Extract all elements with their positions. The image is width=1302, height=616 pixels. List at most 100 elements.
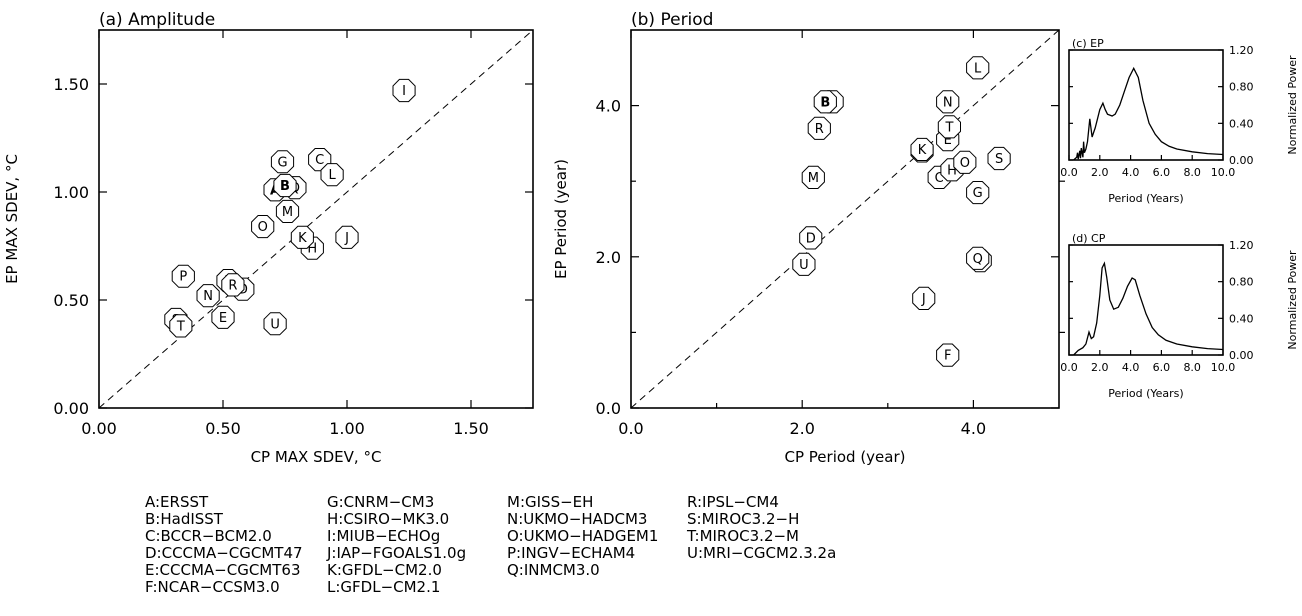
- legend-item: F:NCAR−CCSM3.0: [145, 578, 280, 596]
- panel-b-point-label: U: [799, 258, 809, 273]
- panel-c-ytick-label: 0.40: [1229, 117, 1254, 130]
- panel-c-xtick-label: 0.0: [1060, 166, 1078, 179]
- panel-a-point-label: O: [258, 220, 268, 235]
- panel-b-point-marker: [813, 90, 837, 114]
- panel-b-point-marker: [807, 116, 831, 140]
- legend-item: A:ERSST: [145, 493, 209, 511]
- panel-b-point-marker: [987, 146, 1011, 171]
- panel-b-point-marker: [799, 226, 823, 250]
- panel-b-point-t: T: [937, 115, 961, 139]
- panel-d-ylabel: Normalized Power: [1286, 250, 1299, 350]
- panel-a-point-marker: [270, 150, 295, 174]
- panel-c-title: (c) EP: [1072, 37, 1104, 50]
- panel-a-point-marker: [392, 78, 416, 103]
- panel-c-xtick-label: 2.0: [1091, 166, 1109, 179]
- panel-b-point-label: Q: [973, 252, 983, 267]
- panel-b-xtick-label: 0.0: [618, 419, 643, 438]
- legend-item: L:GFDL−CM2.1: [327, 578, 441, 596]
- panel-d-frame: [1068, 244, 1224, 356]
- panel-a-point-marker: [211, 305, 235, 329]
- panel-b-point-label: R: [815, 122, 824, 137]
- legend-item: I:MIUB−ECHOg: [327, 527, 441, 545]
- panel-d-cp-spectrum: (d) CP 0.0 2.0 4.0 6.0 8.0 10.00.00 0.40 0.80 1.…: [1060, 232, 1299, 400]
- legend-column-2: G:CNRM−CM3 H:CSIRO−MK3.0 I:MIUB−ECHOg J:…: [327, 494, 466, 596]
- legend-item: D:CCCMA−CGCMT47: [145, 544, 303, 562]
- panel-b-point-label: E: [944, 133, 952, 148]
- panel-a-point-marker: [196, 284, 220, 308]
- panel-b-frame: [630, 29, 1060, 409]
- panel-a-point-label: I: [402, 84, 406, 99]
- panel-a-point-n: N: [196, 284, 220, 308]
- panel-b-point-o: O: [953, 150, 977, 174]
- panel-a-point-r: R: [221, 273, 245, 297]
- panel-b-point-label: K: [918, 143, 927, 158]
- panel-a-point-marker: [251, 215, 275, 239]
- legend-item: O:UKMO−HADGEM1: [507, 527, 659, 545]
- panel-a-ytick-label: 0.00: [53, 399, 89, 418]
- legend-item: B:HadISST: [145, 510, 223, 528]
- legend-item: Q:INMCM3.0: [507, 561, 600, 579]
- panel-b-point-r: R: [807, 116, 831, 140]
- legend-item: P:INGV−ECHAM4: [507, 544, 636, 562]
- panel-b-point-f: F: [936, 343, 960, 367]
- panel-b-ytick-label: 4.0: [596, 97, 621, 116]
- panel-a-point-label: C: [315, 153, 324, 168]
- legend-item: C:BCCR−BCM2.0: [145, 527, 272, 545]
- panel-b-point-g: G: [966, 181, 990, 205]
- panel-b-point-marker: [966, 181, 990, 205]
- panel-a-point-label: N: [203, 289, 213, 304]
- panel-b-point-marker: [936, 343, 960, 367]
- panel-a-point-marker: [171, 264, 195, 288]
- panel-a-ytick-label: 1.50: [53, 75, 89, 94]
- panel-a-point-marker: [290, 225, 314, 249]
- legend-item: N:UKMO−HADCM3: [507, 510, 648, 528]
- panel-b-point-label: O: [960, 156, 970, 171]
- panel-a-ytick-label: 0.50: [53, 291, 89, 310]
- panel-d-ytick-label: 0.00: [1229, 349, 1254, 362]
- panel-a-point-label: E: [219, 311, 227, 326]
- panel-a-point-marker: [169, 314, 193, 338]
- panel-d-xtick-label: 8.0: [1183, 361, 1201, 374]
- panel-b-point-label: L: [974, 61, 982, 76]
- panel-b-ylabel: EP Period (year): [552, 159, 570, 279]
- panel-b-point-n: N: [936, 90, 960, 114]
- panel-a-xlabel: CP MAX SDEV, °C: [251, 448, 382, 466]
- panel-a-point-label: J: [344, 231, 349, 246]
- panel-b-point-label: C: [935, 171, 944, 186]
- panel-d-title: (d) CP: [1072, 232, 1106, 245]
- panel-a-point-marker: [320, 163, 344, 187]
- panel-a-point-label: U: [270, 317, 280, 332]
- panel-b-one-to-one-line: [630, 29, 1060, 409]
- panel-a-point-marker: [335, 225, 359, 249]
- panel-a-point-e: E: [211, 305, 235, 329]
- panel-c-ep-spectrum: (c) EP 0.0 2.0 4.0 6.0 8.0 10.00.00 0.40 0.80 1.…: [1060, 37, 1299, 205]
- panel-b-point-b: B: [813, 90, 837, 114]
- panel-a-xtick-label: 0.00: [81, 419, 117, 438]
- panel-a-point-t: T: [169, 314, 193, 338]
- panel-b-point-m: M: [801, 165, 825, 189]
- panel-c-xlabel: Period (Years): [1108, 192, 1183, 205]
- legend-item: S:MIROC3.2−H: [687, 510, 800, 528]
- panel-b-point-j: J: [912, 286, 936, 310]
- legend-item: R:IPSL−CM4: [687, 493, 779, 511]
- panel-d-xtick-label: 0.0: [1060, 361, 1078, 374]
- legend-item: G:CNRM−CM3: [327, 493, 435, 511]
- panel-c-ytick-label: 0.80: [1229, 81, 1254, 94]
- panel-a-point-i: I: [392, 78, 416, 103]
- panel-b-point-marker: [966, 56, 990, 80]
- panel-b-title: (b) Period: [631, 10, 713, 30]
- panel-b-period: (b) Period 0.02.04.00.02.04.0 CDEFGHIJKL…: [552, 10, 1065, 466]
- panel-c-xtick-label: 4.0: [1122, 166, 1140, 179]
- panel-b-point-marker: [936, 90, 960, 114]
- panel-c-ytick-label: 1.20: [1229, 44, 1254, 57]
- panel-a-point-g: G: [270, 150, 295, 174]
- panel-a-frame: [98, 29, 534, 409]
- panel-b-point-marker: [801, 165, 825, 189]
- legend-item: U:MRI−CGCM2.3.2a: [687, 544, 837, 562]
- panel-b-point-marker: [953, 150, 977, 174]
- panel-a-point-label: G: [277, 155, 287, 170]
- panel-a-point-u: U: [263, 312, 287, 336]
- panel-b-point-label: B: [820, 95, 830, 110]
- panel-a-point-marker: [221, 273, 245, 297]
- panel-a-point-b: B: [273, 173, 297, 198]
